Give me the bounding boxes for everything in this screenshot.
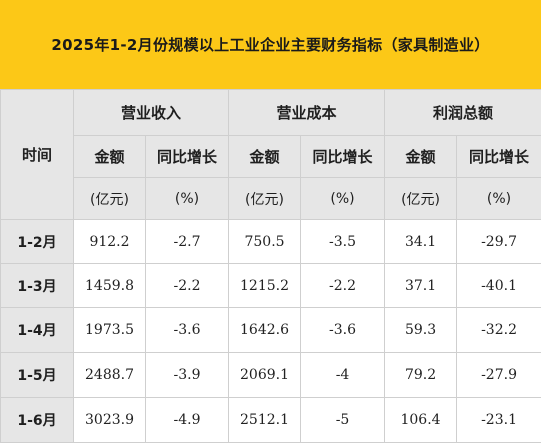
revenue-amount-cell: 3023.9 [74,398,146,443]
revenue-amount-cell: 2488.7 [74,353,146,398]
profit-amount-cell: 106.4 [385,398,457,443]
amount-unit: (亿元) [385,178,457,220]
yoy-unit: (%) [146,178,229,220]
time-column-header: 时间 [1,90,74,220]
profit-yoy-cell: -27.9 [457,353,541,398]
cost-amount-cell: 1215.2 [229,264,301,308]
table-row: 1-6月 3023.9 -4.9 2512.1 -5 106.4 -23.1 [1,398,541,443]
revenue-amount-cell: 912.2 [74,220,146,264]
amount-header: 金额 [74,136,146,178]
table-row: 1-2月 912.2 -2.7 750.5 -3.5 34.1 -29.7 [1,220,541,264]
amount-header: 金额 [229,136,301,178]
profit-yoy-cell: -40.1 [457,264,541,308]
profit-yoy-cell: -23.1 [457,398,541,443]
table-row: 1-4月 1973.5 -3.6 1642.6 -3.6 59.3 -32.2 [1,308,541,353]
group-header-revenue: 营业收入 [74,90,229,136]
revenue-amount-cell: 1973.5 [74,308,146,353]
cost-yoy-cell: -3.5 [301,220,385,264]
financial-indicators-table: 时间 营业收入 营业成本 利润总额 金额 同比增长 金额 同比增长 金额 同比增… [0,89,541,443]
group-header-cost: 营业成本 [229,90,385,136]
profit-yoy-cell: -29.7 [457,220,541,264]
cost-amount-cell: 2069.1 [229,353,301,398]
profit-amount-cell: 34.1 [385,220,457,264]
amount-header: 金额 [385,136,457,178]
cost-yoy-cell: -4 [301,353,385,398]
profit-amount-cell: 37.1 [385,264,457,308]
month-cell: 1-5月 [1,353,74,398]
revenue-amount-cell: 1459.8 [74,264,146,308]
revenue-yoy-cell: -3.9 [146,353,229,398]
yoy-header: 同比增长 [301,136,385,178]
yoy-unit: (%) [301,178,385,220]
profit-amount-cell: 59.3 [385,308,457,353]
header-row-groups: 时间 营业收入 营业成本 利润总额 [1,90,541,136]
yoy-header: 同比增长 [457,136,541,178]
amount-unit: (亿元) [229,178,301,220]
month-cell: 1-3月 [1,264,74,308]
cost-amount-cell: 1642.6 [229,308,301,353]
month-cell: 1-6月 [1,398,74,443]
table-title: 2025年1-2月份规模以上工业企业主要财务指标（家具制造业） [0,0,541,89]
cost-yoy-cell: -2.2 [301,264,385,308]
yoy-header: 同比增长 [146,136,229,178]
amount-unit: (亿元) [74,178,146,220]
table-row: 1-5月 2488.7 -3.9 2069.1 -4 79.2 -27.9 [1,353,541,398]
profit-yoy-cell: -32.2 [457,308,541,353]
revenue-yoy-cell: -2.2 [146,264,229,308]
header-row-labels: 金额 同比增长 金额 同比增长 金额 同比增长 [1,136,541,178]
revenue-yoy-cell: -4.9 [146,398,229,443]
group-header-profit: 利润总额 [385,90,541,136]
revenue-yoy-cell: -2.7 [146,220,229,264]
yoy-unit: (%) [457,178,541,220]
cost-yoy-cell: -5 [301,398,385,443]
cost-amount-cell: 2512.1 [229,398,301,443]
cost-amount-cell: 750.5 [229,220,301,264]
header-row-units: (亿元) (%) (亿元) (%) (亿元) (%) [1,178,541,220]
month-cell: 1-2月 [1,220,74,264]
revenue-yoy-cell: -3.6 [146,308,229,353]
profit-amount-cell: 79.2 [385,353,457,398]
cost-yoy-cell: -3.6 [301,308,385,353]
month-cell: 1-4月 [1,308,74,353]
table-row: 1-3月 1459.8 -2.2 1215.2 -2.2 37.1 -40.1 [1,264,541,308]
